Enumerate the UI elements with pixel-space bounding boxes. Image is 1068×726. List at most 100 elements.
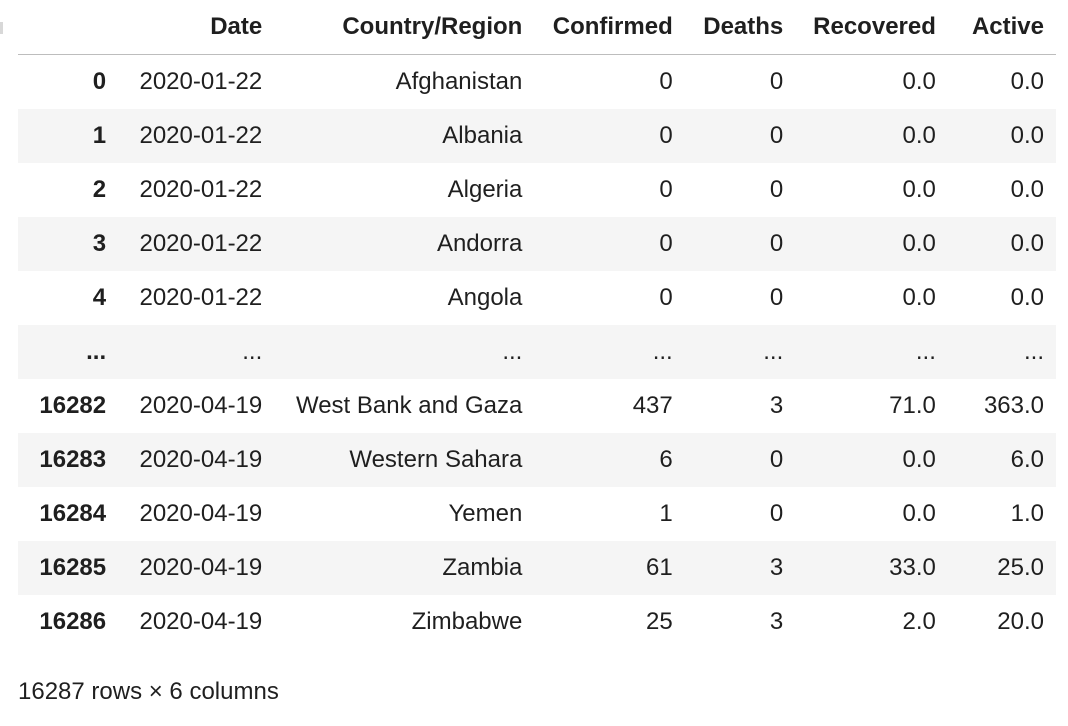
- cell-country: Zimbabwe: [411, 607, 523, 635]
- row-index: ...: [86, 337, 107, 365]
- cell-deaths: 0: [769, 175, 784, 203]
- cell-date: 2020-01-22: [139, 67, 263, 95]
- header-index: [18, 0, 119, 55]
- cell-active: 25.0: [997, 553, 1044, 581]
- cell-recovered: 0.0: [902, 499, 936, 527]
- table-row: 16283 2020-04-19 Western Sahara 6 0 0.0 …: [18, 432, 1056, 487]
- cell-date: 2020-01-22: [139, 229, 263, 257]
- header-date: Date: [118, 0, 275, 55]
- cell-date: 2020-04-19: [139, 499, 263, 527]
- header-active: Active: [949, 0, 1056, 55]
- cell-active: 0.0: [1010, 121, 1044, 149]
- cell-confirmed: 0: [659, 175, 673, 203]
- table-row: 2 2020-01-22 Algeria 0 0 0.0 0.0: [18, 163, 1056, 217]
- table-row: 16284 2020-04-19 Yemen 1 0 0.0 1.0: [18, 487, 1056, 541]
- row-index: 16285: [39, 553, 107, 581]
- cell-active: 0.0: [1010, 229, 1044, 257]
- cell-country: West Bank and Gaza: [295, 391, 523, 419]
- cell-confirmed: 1: [659, 499, 673, 527]
- header-recovered: Recovered: [797, 0, 950, 55]
- cell-deaths: 3: [769, 391, 784, 419]
- cell-date: 2020-04-19: [139, 445, 263, 473]
- cell-confirmed: 25: [646, 607, 673, 635]
- cell-confirmed: ...: [652, 337, 673, 365]
- cell-country: Andorra: [436, 229, 523, 257]
- cell-active: ...: [1023, 337, 1044, 365]
- cell-recovered: 0.0: [902, 445, 936, 473]
- table-row: 0 2020-01-22 Afghanistan 0 0 0.0 0.0: [18, 55, 1056, 109]
- cell-recovered: ...: [915, 337, 936, 365]
- header-country-region: Country/Region: [274, 0, 535, 55]
- cell-deaths: 0: [769, 121, 784, 149]
- table-body: 0 2020-01-22 Afghanistan 0 0 0.0 0.0 1 2…: [18, 55, 1056, 649]
- cell-recovered: 0.0: [902, 175, 936, 203]
- cell-active: 363.0: [983, 391, 1044, 419]
- cell-date: ...: [242, 337, 263, 365]
- cell-confirmed: 6: [659, 445, 673, 473]
- cell-country: Zambia: [442, 553, 523, 581]
- cell-recovered: 0.0: [902, 229, 936, 257]
- cell-recovered: 0.0: [902, 121, 936, 149]
- cell-deaths: ...: [763, 337, 784, 365]
- cell-deaths: 0: [769, 283, 784, 311]
- cell-recovered: 2.0: [902, 607, 936, 635]
- dataframe-shape-summary: 16287 rows × 6 columns: [18, 678, 279, 705]
- cell-deaths: 0: [769, 499, 784, 527]
- cell-confirmed: 61: [646, 553, 673, 581]
- cell-active: 6.0: [1010, 445, 1044, 473]
- cell-deaths: 3: [769, 553, 784, 581]
- table-row: 16282 2020-04-19 West Bank and Gaza 437 …: [18, 379, 1056, 433]
- cell-date: 2020-01-22: [139, 283, 263, 311]
- cell-edge-marker: [0, 22, 3, 34]
- cell-deaths: 0: [769, 67, 784, 95]
- table-row: 1 2020-01-22 Albania 0 0 0.0 0.0: [18, 108, 1056, 163]
- cell-active: 20.0: [997, 607, 1044, 635]
- cell-country: Yemen: [448, 499, 523, 527]
- cell-recovered: 71.0: [889, 391, 936, 419]
- table-row: 16285 2020-04-19 Zambia 61 3 33.0 25.0: [18, 540, 1056, 595]
- cell-recovered: 33.0: [889, 553, 936, 581]
- header-confirmed: Confirmed: [534, 0, 687, 55]
- header-row: Date Country/Region Confirmed Deaths Rec…: [18, 0, 1056, 55]
- table-row: 3 2020-01-22 Andorra 0 0 0.0 0.0: [18, 216, 1056, 271]
- cell-country: Angola: [447, 283, 523, 311]
- cell-active: 1.0: [1010, 499, 1044, 527]
- cell-date: 2020-04-19: [139, 553, 263, 581]
- row-index: 4: [92, 283, 107, 311]
- cell-confirmed: 0: [659, 67, 673, 95]
- row-index: 2: [92, 175, 107, 203]
- cell-date: 2020-04-19: [139, 607, 263, 635]
- cell-confirmed: 437: [632, 391, 673, 419]
- cell-country: Algeria: [447, 175, 523, 203]
- cell-date: 2020-01-22: [139, 175, 263, 203]
- cell-country: Western Sahara: [349, 445, 523, 473]
- table-header: Date Country/Region Confirmed Deaths Rec…: [18, 0, 1056, 55]
- row-index: 1: [92, 121, 107, 149]
- row-index: 0: [92, 67, 107, 95]
- table-row: 16286 2020-04-19 Zimbabwe 25 3 2.0 20.0: [18, 595, 1056, 649]
- cell-deaths: 0: [769, 229, 784, 257]
- row-index: 16286: [39, 607, 107, 635]
- row-index: 16282: [39, 391, 107, 419]
- cell-active: 0.0: [1010, 67, 1044, 95]
- cell-deaths: 0: [769, 445, 784, 473]
- cell-date: 2020-04-19: [139, 391, 263, 419]
- header-deaths: Deaths: [686, 0, 798, 55]
- cell-active: 0.0: [1010, 175, 1044, 203]
- cell-recovered: 0.0: [902, 67, 936, 95]
- dataframe-table: Date Country/Region Confirmed Deaths Rec…: [18, 0, 1056, 649]
- row-index: 3: [92, 229, 107, 257]
- cell-confirmed: 0: [659, 283, 673, 311]
- table-row-ellipsis: ... ... ... ... ... ... ...: [18, 324, 1056, 379]
- cell-confirmed: 0: [659, 121, 673, 149]
- row-index: 16284: [39, 499, 107, 527]
- cell-country: Albania: [442, 121, 523, 149]
- row-index: 16283: [39, 445, 107, 473]
- cell-confirmed: 0: [659, 229, 673, 257]
- cell-country: ...: [502, 337, 523, 365]
- cell-date: 2020-01-22: [139, 121, 263, 149]
- cell-recovered: 0.0: [902, 283, 936, 311]
- cell-country: Afghanistan: [395, 67, 523, 95]
- cell-deaths: 3: [769, 607, 784, 635]
- table-row: 4 2020-01-22 Angola 0 0 0.0 0.0: [18, 271, 1056, 325]
